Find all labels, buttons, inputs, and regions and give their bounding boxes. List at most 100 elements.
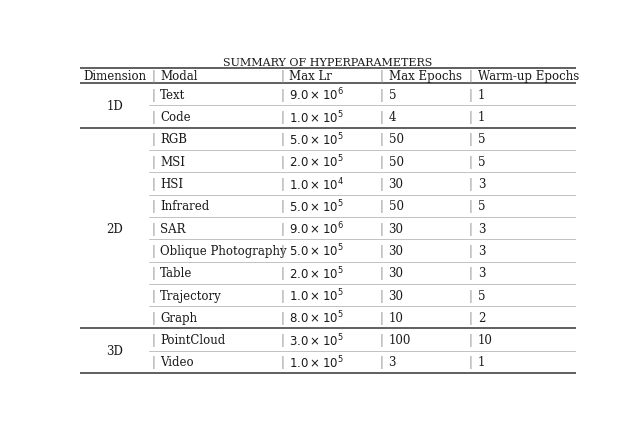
Text: 30: 30: [388, 267, 403, 279]
Text: |: |: [152, 70, 156, 83]
Text: |: |: [280, 111, 284, 124]
Text: |: |: [469, 111, 473, 124]
Text: |: |: [469, 155, 473, 168]
Text: Table: Table: [161, 267, 193, 279]
Text: Video: Video: [161, 356, 194, 368]
Text: |: |: [280, 70, 284, 83]
Text: |: |: [152, 289, 156, 302]
Text: 2: 2: [478, 311, 485, 324]
Text: |: |: [469, 311, 473, 324]
Text: 3: 3: [478, 178, 485, 190]
Text: |: |: [380, 70, 383, 83]
Text: |: |: [469, 133, 473, 146]
Text: 3: 3: [478, 245, 485, 257]
Text: |: |: [380, 222, 383, 235]
Text: |: |: [380, 289, 383, 302]
Text: 30: 30: [388, 222, 403, 235]
Text: Trajectory: Trajectory: [161, 289, 222, 302]
Text: 2D: 2D: [106, 222, 123, 235]
Text: |: |: [469, 334, 473, 346]
Text: PointCloud: PointCloud: [161, 334, 226, 346]
Text: Code: Code: [161, 111, 191, 124]
Text: $1.0\times10^{5}$: $1.0\times10^{5}$: [289, 109, 344, 126]
Text: 10: 10: [478, 334, 493, 346]
Text: $5.0\times10^{5}$: $5.0\times10^{5}$: [289, 131, 344, 148]
Text: |: |: [280, 133, 284, 146]
Text: |: |: [280, 356, 284, 368]
Text: |: |: [152, 267, 156, 279]
Text: 50: 50: [388, 200, 403, 213]
Text: HSI: HSI: [161, 178, 184, 190]
Text: 3: 3: [478, 222, 485, 235]
Text: 4: 4: [388, 111, 396, 124]
Text: |: |: [280, 311, 284, 324]
Text: 1: 1: [478, 89, 485, 101]
Text: |: |: [152, 334, 156, 346]
Text: |: |: [469, 267, 473, 279]
Text: |: |: [469, 356, 473, 368]
Text: 1: 1: [478, 111, 485, 124]
Text: |: |: [280, 289, 284, 302]
Text: $1.0\times10^{5}$: $1.0\times10^{5}$: [289, 354, 344, 370]
Text: Infrared: Infrared: [161, 200, 210, 213]
Text: $9.0\times10^{6}$: $9.0\times10^{6}$: [289, 220, 344, 237]
Text: 3: 3: [478, 267, 485, 279]
Text: $3.0\times10^{5}$: $3.0\times10^{5}$: [289, 331, 344, 348]
Text: $2.0\times10^{5}$: $2.0\times10^{5}$: [289, 153, 344, 170]
Text: |: |: [152, 356, 156, 368]
Text: Text: Text: [161, 89, 186, 101]
Text: $5.0\times10^{5}$: $5.0\times10^{5}$: [289, 242, 344, 259]
Text: |: |: [152, 133, 156, 146]
Text: |: |: [380, 89, 383, 101]
Text: |: |: [280, 89, 284, 101]
Text: |: |: [152, 245, 156, 257]
Text: 30: 30: [388, 178, 403, 190]
Text: |: |: [469, 89, 473, 101]
Text: 10: 10: [388, 311, 403, 324]
Text: |: |: [280, 222, 284, 235]
Text: |: |: [152, 178, 156, 190]
Text: |: |: [469, 70, 473, 83]
Text: Oblique Photography: Oblique Photography: [161, 245, 287, 257]
Text: |: |: [380, 200, 383, 213]
Text: 5: 5: [478, 133, 485, 146]
Text: 1D: 1D: [106, 100, 123, 112]
Text: 1: 1: [478, 356, 485, 368]
Text: $2.0\times10^{5}$: $2.0\times10^{5}$: [289, 265, 344, 281]
Text: $8.0\times10^{5}$: $8.0\times10^{5}$: [289, 309, 344, 326]
Text: |: |: [380, 356, 383, 368]
Text: 5: 5: [478, 289, 485, 302]
Text: |: |: [280, 245, 284, 257]
Text: Warm-up Epochs: Warm-up Epochs: [478, 70, 579, 83]
Text: |: |: [380, 111, 383, 124]
Text: $1.0\times10^{5}$: $1.0\times10^{5}$: [289, 287, 344, 304]
Text: |: |: [380, 311, 383, 324]
Text: |: |: [380, 155, 383, 168]
Text: MSI: MSI: [161, 155, 186, 168]
Text: 3D: 3D: [106, 345, 123, 357]
Text: |: |: [469, 178, 473, 190]
Text: |: |: [469, 245, 473, 257]
Text: |: |: [380, 245, 383, 257]
Text: |: |: [469, 200, 473, 213]
Text: Modal: Modal: [161, 70, 198, 83]
Text: $9.0\times10^{6}$: $9.0\times10^{6}$: [289, 87, 344, 104]
Text: |: |: [469, 289, 473, 302]
Text: |: |: [152, 111, 156, 124]
Text: |: |: [469, 222, 473, 235]
Text: 30: 30: [388, 245, 403, 257]
Text: SAR: SAR: [161, 222, 186, 235]
Text: |: |: [380, 133, 383, 146]
Text: |: |: [280, 178, 284, 190]
Text: RGB: RGB: [161, 133, 188, 146]
Text: $1.0\times10^{4}$: $1.0\times10^{4}$: [289, 176, 344, 193]
Text: Graph: Graph: [161, 311, 198, 324]
Text: 5: 5: [388, 89, 396, 101]
Text: |: |: [152, 89, 156, 101]
Text: 3: 3: [388, 356, 396, 368]
Text: 100: 100: [388, 334, 411, 346]
Text: |: |: [152, 155, 156, 168]
Text: Max Epochs: Max Epochs: [388, 70, 461, 83]
Text: Max Lr: Max Lr: [289, 70, 332, 83]
Text: |: |: [380, 334, 383, 346]
